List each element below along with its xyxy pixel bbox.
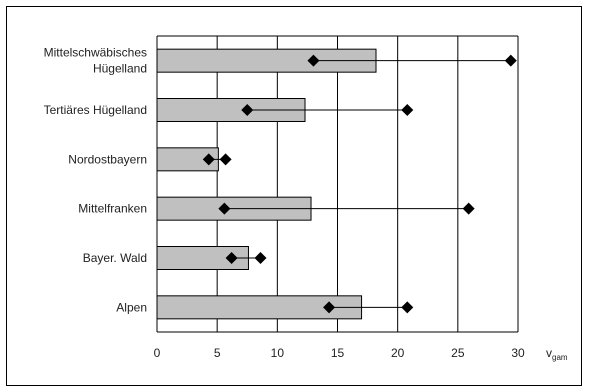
category-label: Mittelschwäbisches Hügelland bbox=[44, 46, 147, 76]
category-label: Alpen bbox=[116, 300, 147, 314]
category-label: Mittelfranken bbox=[78, 202, 147, 216]
x-tick-label: 0 bbox=[154, 346, 161, 360]
diamond-marker bbox=[218, 202, 231, 215]
diamond-marker bbox=[202, 153, 215, 166]
x-tick-label: 25 bbox=[451, 346, 465, 360]
x-tick-label: 15 bbox=[331, 346, 345, 360]
diamond-marker bbox=[307, 54, 320, 67]
diamond-marker bbox=[254, 252, 267, 264]
diamond-marker bbox=[219, 153, 232, 166]
x-axis-label: vgam bbox=[546, 346, 568, 362]
x-tick-label: 20 bbox=[391, 346, 405, 360]
category-label: Nordostbayern bbox=[68, 152, 147, 166]
diamond-marker bbox=[225, 252, 238, 264]
category-label: Tertiäres Hügelland bbox=[44, 103, 147, 117]
diamond-marker bbox=[504, 54, 517, 67]
diamond-marker bbox=[401, 104, 414, 116]
diamond-marker bbox=[241, 104, 254, 116]
diamond-marker bbox=[401, 301, 414, 314]
diamond-marker bbox=[323, 301, 336, 314]
x-tick-label: 10 bbox=[271, 346, 285, 360]
category-label: Bayer. Wald bbox=[83, 251, 147, 265]
x-tick-label: 30 bbox=[511, 346, 525, 360]
x-tick-label: 5 bbox=[214, 346, 221, 360]
diamond-marker bbox=[462, 202, 475, 215]
